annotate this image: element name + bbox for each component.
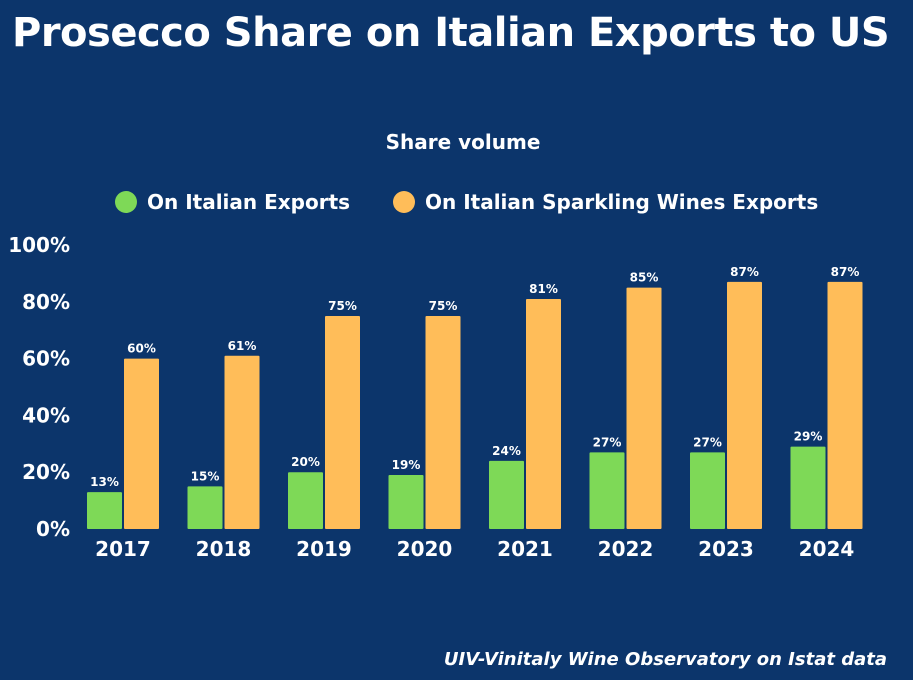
bar-sparkling-exports <box>224 355 260 529</box>
data-label: 75% <box>429 299 458 313</box>
bar-italian-exports <box>589 452 625 529</box>
x-tick-label: 2017 <box>95 537 151 561</box>
legend: On Italian Exports On Italian Sparkling … <box>0 190 913 220</box>
y-tick-label: 0% <box>36 517 70 541</box>
bar-italian-exports <box>288 472 323 529</box>
bar-sparkling-exports <box>626 287 662 529</box>
data-label: 19% <box>392 458 421 472</box>
data-label: 75% <box>328 299 357 313</box>
bar-italian-exports <box>87 492 122 529</box>
data-label: 29% <box>794 430 823 444</box>
legend-label: On Italian Sparkling Wines Exports <box>425 190 819 214</box>
data-label: 81% <box>529 282 558 296</box>
bar-italian-exports <box>489 460 524 529</box>
legend-label: On Italian Exports <box>147 190 351 214</box>
y-tick-label: 40% <box>22 403 70 427</box>
data-label: 13% <box>90 475 119 489</box>
bar-sparkling-exports <box>325 316 360 529</box>
bar-sparkling-exports <box>827 281 863 529</box>
source-note: UIV-Vinitaly Wine Observatory on Istat d… <box>443 649 887 670</box>
x-tick-label: 2022 <box>598 537 654 561</box>
legend-swatch-orange-icon <box>393 191 415 213</box>
data-label: 87% <box>831 265 860 279</box>
data-label: 87% <box>730 265 759 279</box>
bar-italian-exports <box>690 452 725 529</box>
bar-italian-exports <box>790 446 826 529</box>
chart-title: Prosecco Share on Italian Exports to US <box>12 10 890 56</box>
data-label: 24% <box>492 444 521 458</box>
bar-italian-exports <box>388 475 424 529</box>
bar-sparkling-exports <box>727 281 762 529</box>
data-label: 20% <box>291 455 320 469</box>
data-label: 15% <box>191 469 220 483</box>
bar-sparkling-exports <box>124 358 159 529</box>
data-label: 27% <box>693 435 722 449</box>
data-label: 61% <box>228 339 257 353</box>
x-tick-label: 2020 <box>397 537 453 561</box>
chart-subtitle: Share volume <box>385 130 541 154</box>
x-tick-label: 2019 <box>296 537 352 561</box>
data-label: 60% <box>127 342 156 356</box>
legend-item-sparkling-exports: On Italian Sparkling Wines Exports <box>393 190 818 214</box>
legend-swatch-green-icon <box>115 191 137 213</box>
data-label: 85% <box>630 271 659 285</box>
y-tick-label: 60% <box>22 347 70 371</box>
x-tick-label: 2024 <box>799 537 855 561</box>
legend-item-italian-exports: On Italian Exports <box>115 190 350 214</box>
y-tick-label: 80% <box>22 290 70 314</box>
x-tick-label: 2021 <box>497 537 553 561</box>
x-tick-label: 2018 <box>196 537 252 561</box>
y-tick-label: 20% <box>22 460 70 484</box>
data-label: 27% <box>593 435 622 449</box>
bar-sparkling-exports <box>425 316 461 529</box>
x-tick-label: 2023 <box>698 537 754 561</box>
bar-italian-exports <box>187 486 223 529</box>
bar-sparkling-exports <box>526 298 561 529</box>
y-tick-label: 100% <box>8 233 70 257</box>
